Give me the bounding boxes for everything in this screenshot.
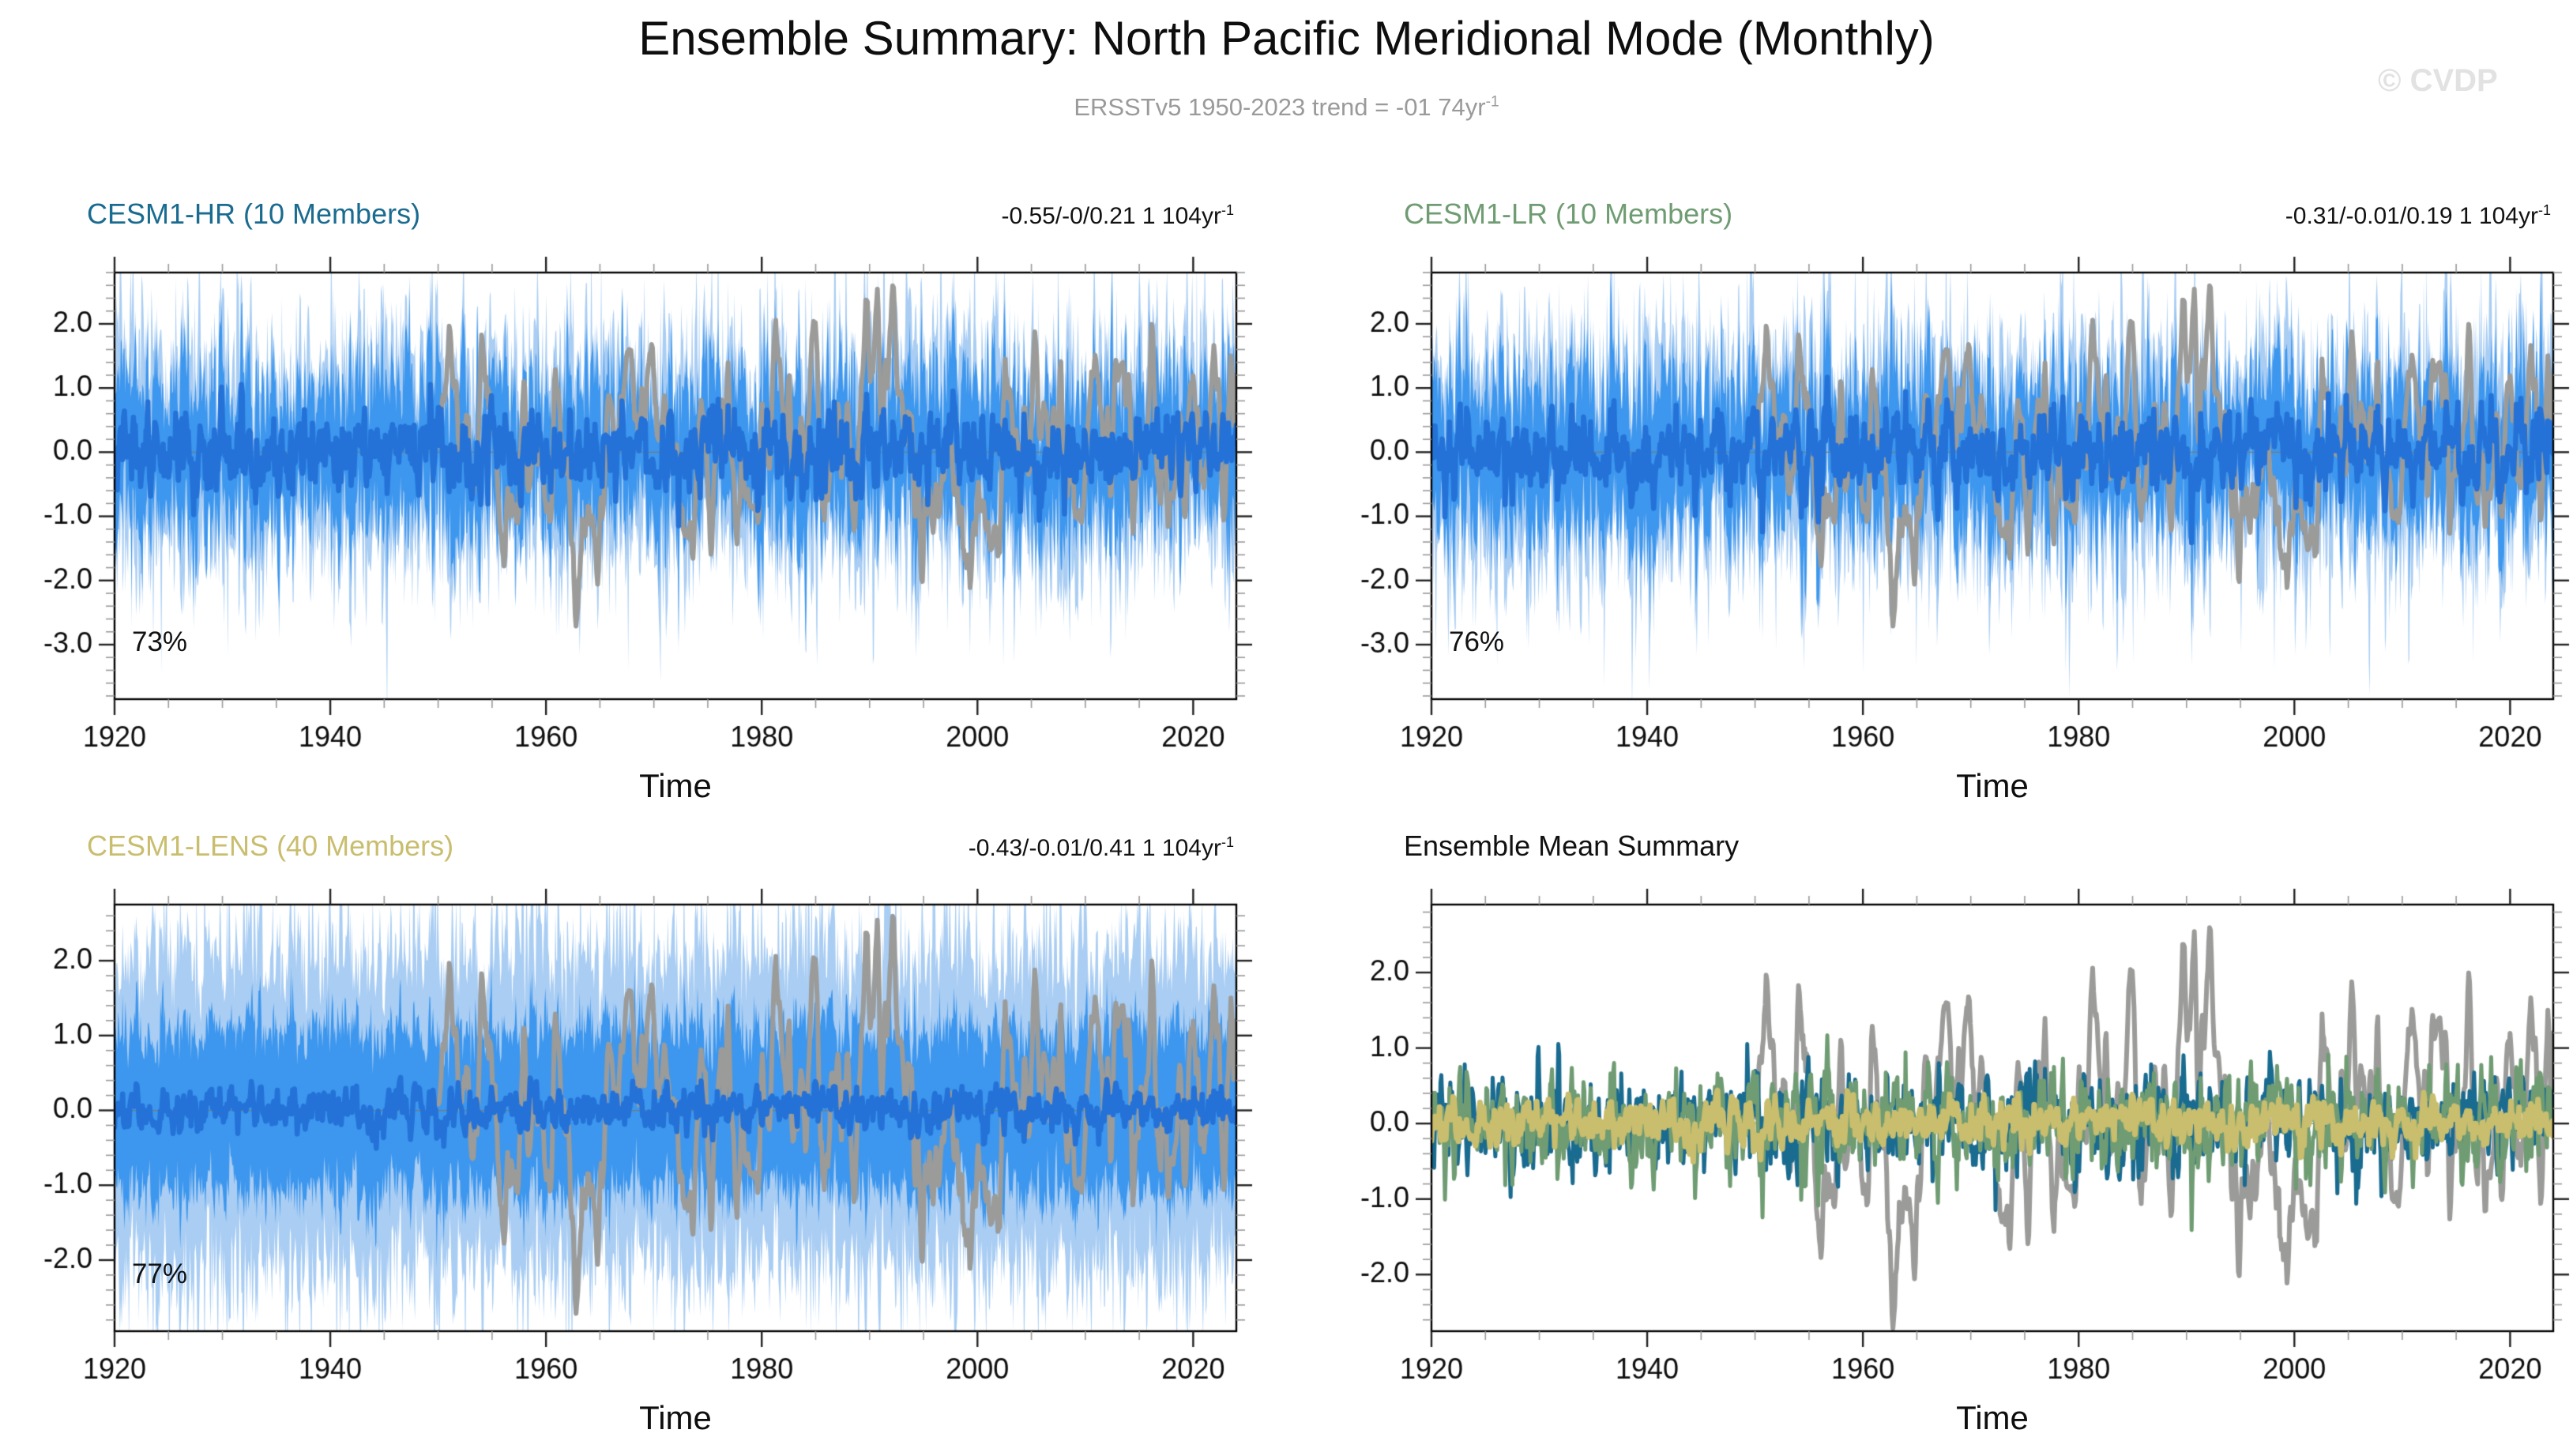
agreement-label: 73% — [132, 626, 188, 657]
panel-header: CESM1-LENS (40 Members) -0.43/-0.01/0.41… — [24, 828, 1256, 869]
x-axis-title: Time — [639, 767, 712, 804]
plot-canvas-ensemble-mean-summary — [1341, 869, 2573, 1438]
plot-canvas-cesm1-hr — [24, 237, 1256, 806]
panel-title-cesm1-hr: CESM1-HR (10 Members) — [87, 198, 421, 230]
x-axis-title: Time — [1956, 1399, 2029, 1436]
plot-canvas-cesm1-lr — [1341, 237, 2573, 806]
trend-annotation: -0.31/-0.01/0.19 1 104yr-1 — [2285, 202, 2551, 229]
panel-title-ensemble-mean-summary: Ensemble Mean Summary — [1404, 830, 1740, 862]
panel-ensemble-mean-summary: Ensemble Mean Summary Time — [1341, 828, 2573, 1452]
panel-title-cesm1-lens: CESM1-LENS (40 Members) — [87, 830, 454, 862]
panel-header: Ensemble Mean Summary — [1341, 828, 2573, 869]
trend-annotation: -0.55/-0/0.21 1 104yr-1 — [1001, 202, 1234, 229]
figure-title: Ensemble Summary: North Pacific Meridion… — [638, 12, 1935, 65]
subtitle-superscript: -1 — [1485, 93, 1499, 111]
x-axis-title: Time — [639, 1399, 712, 1436]
panel-cesm1-hr: CESM1-HR (10 Members) -0.55/-0/0.21 1 10… — [24, 196, 1256, 820]
agreement-label: 77% — [132, 1258, 188, 1289]
panel-cesm1-lens: CESM1-LENS (40 Members) -0.43/-0.01/0.41… — [24, 828, 1256, 1452]
plot-canvas-cesm1-lens — [24, 869, 1256, 1438]
x-axis-title: Time — [1956, 767, 2029, 804]
cvdp-watermark: © CVDP — [2378, 63, 2498, 98]
panel-header: CESM1-HR (10 Members) -0.55/-0/0.21 1 10… — [24, 196, 1256, 237]
panel-cesm1-lr: CESM1-LR (10 Members) -0.31/-0.01/0.19 1… — [1341, 196, 2573, 820]
panel-title-cesm1-lr: CESM1-LR (10 Members) — [1404, 198, 1733, 230]
panel-header: CESM1-LR (10 Members) -0.31/-0.01/0.19 1… — [1341, 196, 2573, 237]
trend-annotation: -0.43/-0.01/0.41 1 104yr-1 — [968, 834, 1234, 861]
agreement-label: 76% — [1449, 626, 1505, 657]
figure-subtitle: ERSSTv5 1950-2023 trend = -01 74yr-1 — [0, 93, 2573, 122]
subtitle-text: ERSSTv5 1950-2023 trend = -01 74yr — [1074, 93, 1486, 121]
